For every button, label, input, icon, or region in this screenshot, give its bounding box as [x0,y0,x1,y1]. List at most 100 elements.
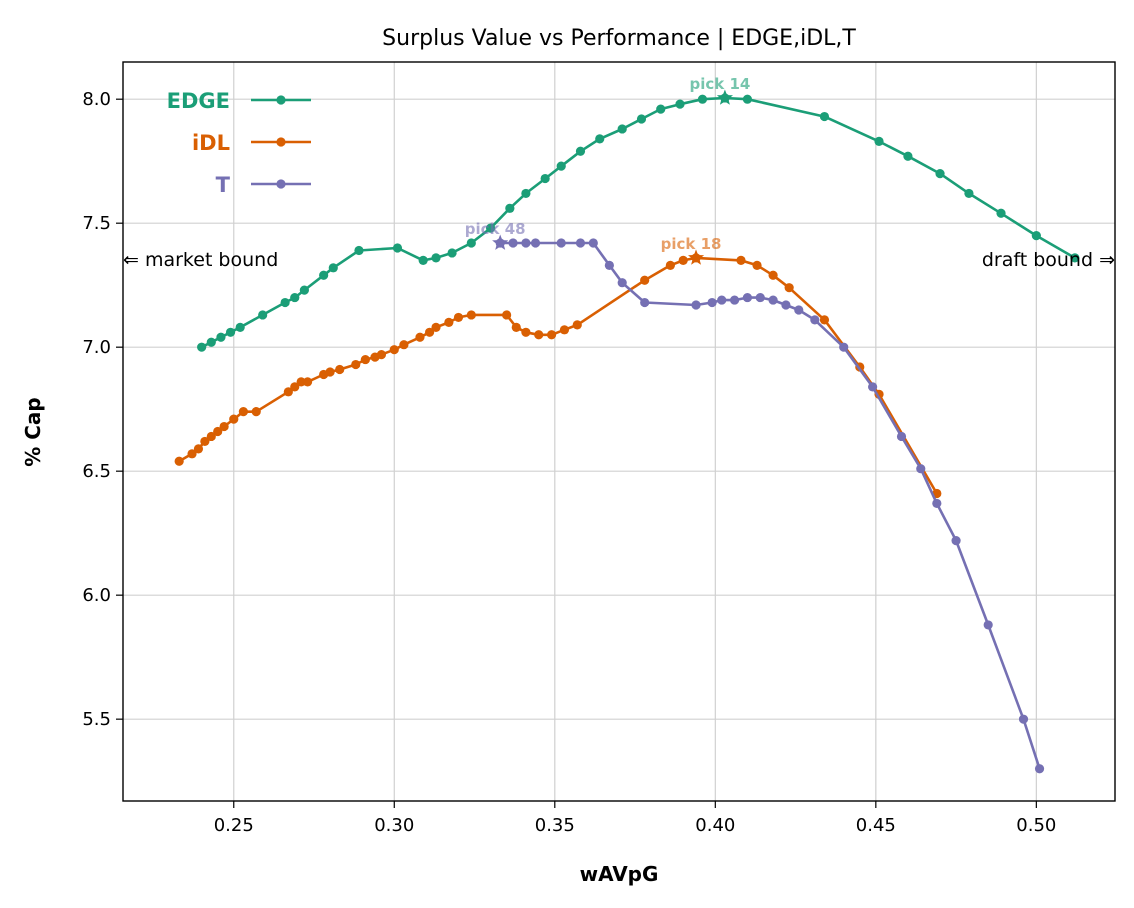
data-point-edge [903,151,913,161]
data-point-edge [354,245,364,256]
data-point-idl [431,322,441,332]
data-point-t [604,260,614,270]
data-point-idl [819,315,830,325]
data-point-edge [996,208,1006,218]
data-point-edge [206,337,216,347]
axis-ticks: 0.25 0.30 0.35 0.40 0.45 0.50 5.5 6.0 6.5 7.0 7.5 8… [82,89,1056,836]
data-point-edge [556,161,566,171]
legend: EDGE iDL T [167,89,311,197]
data-point-t [521,238,531,248]
data-point-t [794,305,804,315]
plot-frame [122,61,1116,802]
data-point-idl [251,407,261,417]
data-point-t [932,498,942,509]
data-point-idl [511,322,521,332]
data-point-t [983,620,993,630]
x-tick-label: 0.45 [856,815,896,836]
data-point-edge [392,243,403,253]
data-point-idl [213,426,223,437]
data-point-edge [636,114,647,124]
legend-marker-edge [276,95,286,105]
x-tick-label: 0.40 [695,815,735,836]
legend-label-t: T [216,173,231,197]
data-point-edge [595,134,605,144]
data-point-edge [197,342,207,352]
y-tick-label: 7.5 [82,213,111,234]
y-tick-label: 6.5 [82,461,111,482]
chart-title: Surplus Value vs Performance | EDGE,iDL,… [382,26,856,51]
data-point-edge [1070,253,1080,263]
data-point-idl [206,431,216,442]
data-point-idl [296,377,306,387]
data-point-t [896,431,907,442]
data-point-edge [675,99,685,109]
data-point-t [717,295,727,305]
data-point-idl [174,456,184,466]
data-point-idl [187,449,197,459]
grid-lines [123,62,1115,801]
data-point-idl [502,310,512,320]
data-point-edge [299,285,309,295]
data-point-t [729,295,740,305]
data-point-idl [325,367,335,377]
data-point-idl [678,255,688,265]
series-idl: pick 18 [174,235,942,499]
y-tick-label: 7.0 [82,337,111,358]
data-point-idl [752,260,762,270]
pick-annotation-t: pick 48 [465,220,526,238]
data-point-edge [431,253,441,263]
data-point-t [640,297,650,308]
data-point-idl [389,345,399,355]
data-point-edge [466,238,476,248]
data-point-idl [360,354,370,365]
data-point-idl [193,444,204,454]
legend-label-edge: EDGE [167,89,230,113]
data-point-edge [235,322,245,332]
y-axis-label: % Cap [21,397,45,467]
data-point-idl [572,320,582,330]
data-point-edge [258,310,268,320]
data-point-idl [521,327,531,337]
data-point-edge [935,168,945,179]
data-point-t [810,315,820,325]
y-tick-label: 8.0 [82,89,111,110]
data-point-t [768,295,778,305]
data-point-idl [283,387,293,397]
data-point-edge [617,124,627,134]
data-point-t [691,300,701,310]
data-point-edge [216,332,226,342]
data-point-idl [546,330,557,340]
data-point-edge [697,94,708,104]
data-point-idl [444,317,454,327]
data-point-idl [351,359,361,370]
data-point-edge [521,188,531,199]
data-point-t [839,342,849,352]
data-point-idl [784,283,794,293]
data-point-edge [874,136,884,146]
data-point-idl [415,332,425,342]
data-point-t [951,536,961,546]
data-point-t [742,292,753,303]
data-point-t [1034,764,1045,774]
data-point-t [755,292,765,303]
legend-marker-idl [276,137,286,147]
data-point-t [781,300,791,310]
data-point-edge [447,248,457,258]
data-point-edge [328,263,338,273]
y-tick-label: 5.5 [82,709,111,730]
plot-area: pick 14 pick 18 pick 48 [174,75,1080,774]
market-bound-note: ⇐ market bound [123,249,278,271]
data-point-edge [819,111,830,122]
data-point-idl [229,414,239,424]
data-point-edge [485,223,496,233]
data-point-t [575,238,586,248]
data-point-edge [575,146,586,156]
y-tick-label: 6.0 [82,585,111,606]
x-tick-label: 0.30 [374,815,414,836]
x-tick-label: 0.25 [214,815,254,836]
x-axis-label: wAVpG [580,862,659,886]
pick-star-idl [688,249,705,265]
data-point-idl [768,270,778,280]
data-point-idl [640,275,650,285]
